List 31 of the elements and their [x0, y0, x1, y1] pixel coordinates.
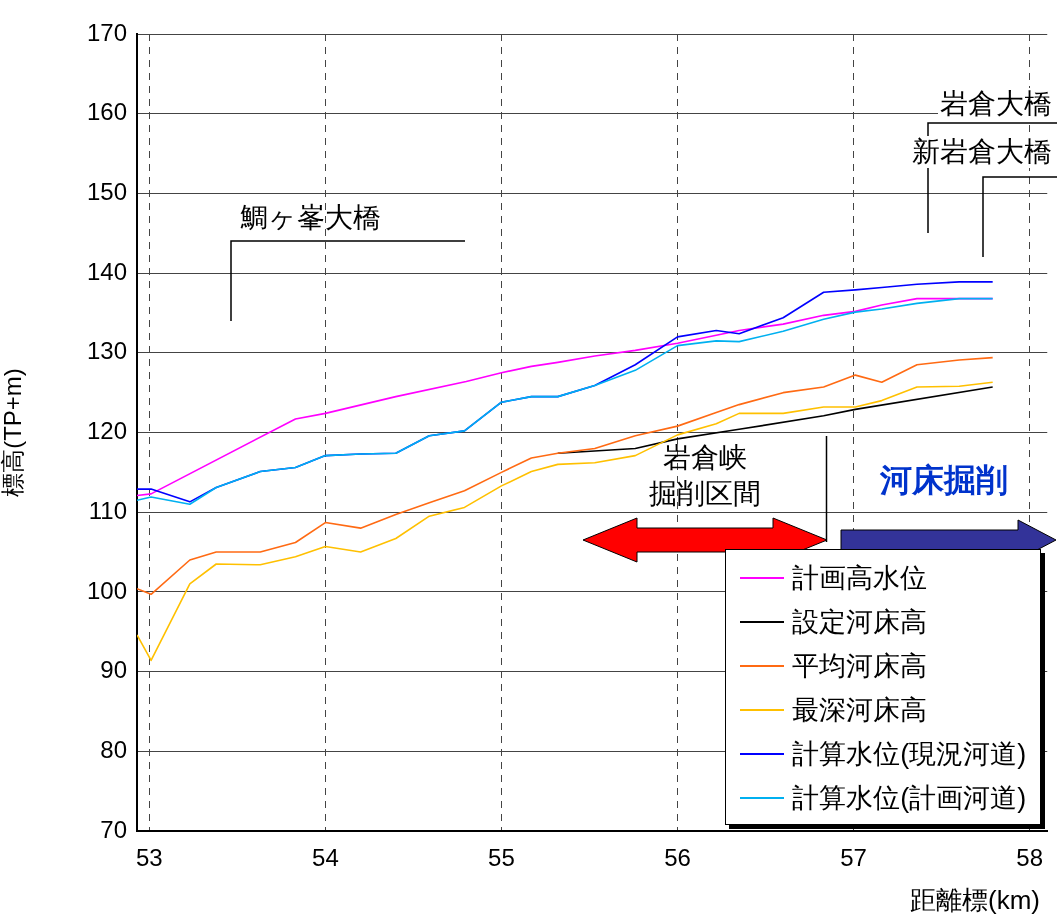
legend-label: 設定河床高 [792, 606, 928, 639]
y-tick-label: 140 [86, 257, 127, 285]
x-tick-label: 54 [312, 844, 339, 872]
x-axis-title: 距離標(km) [910, 884, 1040, 917]
y-tick-label: 90 [100, 656, 127, 684]
y-tick-label: 170 [86, 18, 127, 46]
x-tick-label: 53 [135, 844, 163, 872]
x-tick-label: 57 [840, 844, 867, 872]
annotation: 鯛ヶ峯大橋 [240, 202, 381, 234]
legend-label: 計画高水位 [792, 562, 928, 595]
legend-label: 最深河床高 [792, 694, 928, 727]
annotation: 河床掘削 [880, 462, 1008, 498]
annotation: 掘削区間 [649, 478, 761, 510]
y-tick-label: 150 [86, 178, 127, 206]
x-tick-label: 58 [1016, 844, 1043, 872]
y-tick-label: 100 [86, 576, 127, 604]
y-tick-label: 110 [88, 496, 127, 524]
y-tick-label: 120 [86, 417, 127, 445]
y-tick-label: 70 [100, 815, 127, 843]
y-axis-title: 標高(TP+m) [0, 368, 27, 497]
annotation: 岩倉峡 [663, 442, 747, 474]
x-tick-label: 56 [664, 844, 691, 872]
annotation: 岩倉大橋 [938, 88, 1054, 120]
legend-label: 平均河床高 [792, 650, 928, 683]
y-tick-label: 130 [86, 337, 127, 365]
x-tick-label: 55 [488, 844, 515, 872]
y-tick-label: 80 [100, 735, 127, 763]
legend-label: 計算水位(現況河道) [792, 738, 1027, 771]
legend-label: 計算水位(計画河道) [792, 782, 1027, 815]
annotation: 新岩倉大橋 [910, 136, 1054, 168]
y-tick-label: 160 [86, 98, 127, 126]
